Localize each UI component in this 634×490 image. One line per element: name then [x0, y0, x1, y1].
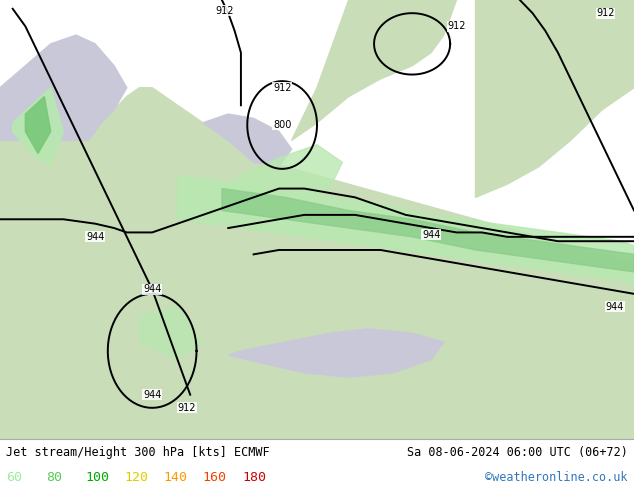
Text: 912: 912	[273, 83, 292, 93]
Text: 944: 944	[606, 302, 624, 312]
Polygon shape	[0, 35, 127, 140]
Text: Jet stream/Height 300 hPa [kts] ECMWF: Jet stream/Height 300 hPa [kts] ECMWF	[6, 446, 270, 459]
Text: 60: 60	[6, 471, 22, 484]
Polygon shape	[25, 97, 51, 153]
Polygon shape	[0, 88, 634, 439]
Polygon shape	[203, 114, 292, 167]
Text: 944: 944	[86, 232, 104, 242]
Polygon shape	[13, 88, 63, 167]
Polygon shape	[228, 145, 342, 202]
Polygon shape	[222, 189, 634, 272]
Text: 944: 944	[143, 390, 161, 400]
Text: ©weatheronline.co.uk: ©weatheronline.co.uk	[485, 471, 628, 484]
Text: 160: 160	[203, 471, 227, 484]
Polygon shape	[292, 0, 456, 140]
Polygon shape	[228, 329, 444, 377]
Text: 912: 912	[447, 21, 466, 31]
Text: 944: 944	[143, 284, 161, 294]
Text: 944: 944	[422, 230, 440, 240]
Text: 180: 180	[242, 471, 266, 484]
Text: 100: 100	[85, 471, 109, 484]
Text: 80: 80	[46, 471, 61, 484]
Text: Sa 08-06-2024 06:00 UTC (06+72): Sa 08-06-2024 06:00 UTC (06+72)	[407, 446, 628, 459]
Text: 120: 120	[124, 471, 148, 484]
Text: 800: 800	[273, 120, 291, 130]
Text: 912: 912	[178, 403, 197, 413]
Text: 912: 912	[216, 6, 235, 16]
Text: 140: 140	[164, 471, 188, 484]
Polygon shape	[476, 0, 634, 197]
Polygon shape	[139, 307, 203, 360]
Text: 912: 912	[596, 8, 615, 18]
Polygon shape	[178, 175, 634, 285]
